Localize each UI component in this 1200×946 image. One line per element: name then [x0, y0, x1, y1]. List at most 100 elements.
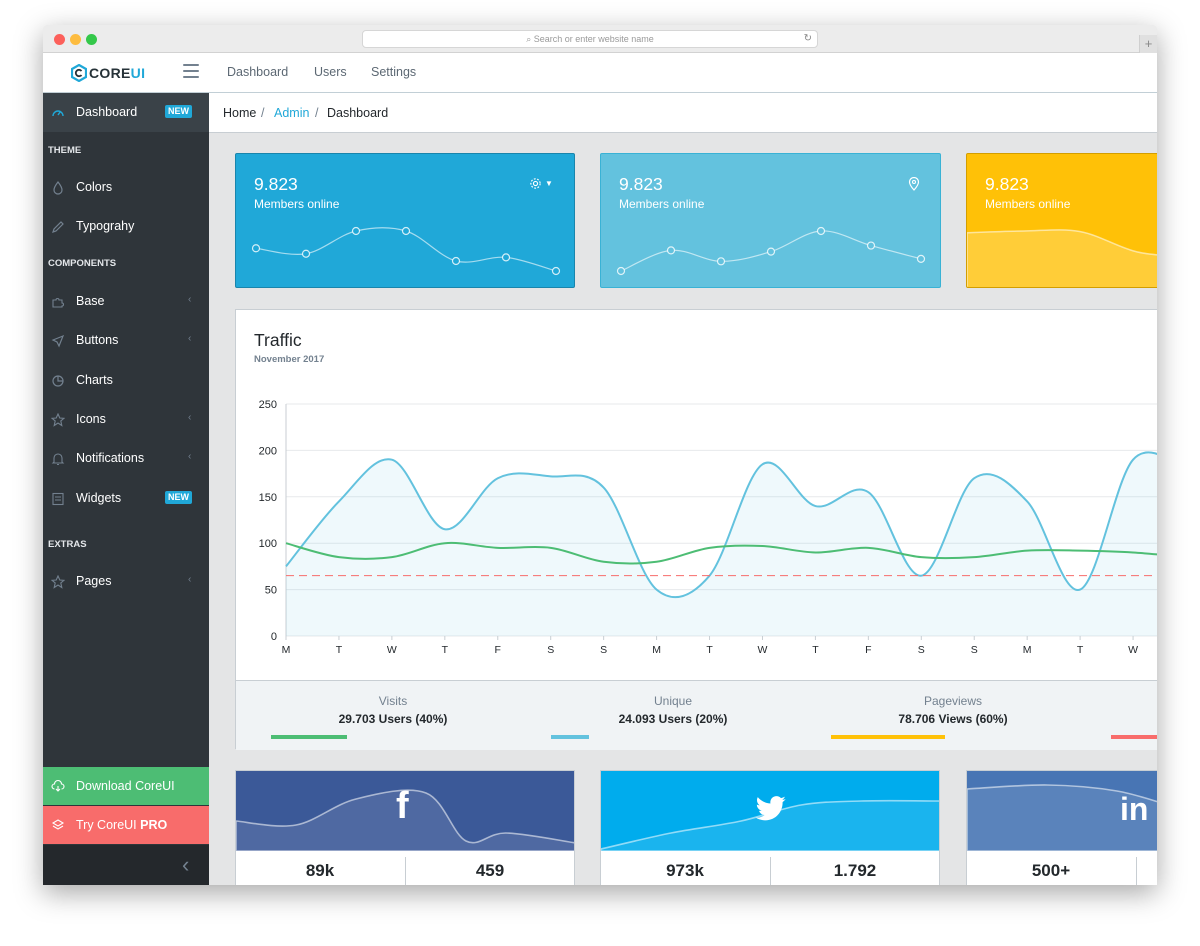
visits-stat: Visits 29.703 Users (40%)	[298, 694, 488, 726]
linkedin-card-header: in	[967, 771, 1157, 851]
star-icon	[51, 413, 65, 427]
x-tick-label: S	[547, 644, 554, 656]
traffic-footer: Visits 29.703 Users (40%) Unique 24.093 …	[236, 680, 1157, 750]
stat-card-1: 9.823 Members online ▼	[235, 153, 575, 288]
pageviews-progress-bar	[831, 735, 945, 739]
linkedin-icon: in	[1120, 791, 1149, 827]
x-tick-label: M	[282, 644, 291, 656]
sidebar-item-colors[interactable]: Colors	[43, 168, 209, 207]
unique-progress-bar	[551, 735, 589, 739]
sparkline-point	[301, 249, 311, 258]
breadcrumb-admin[interactable]: Admin	[274, 106, 310, 120]
facebook-feeds-value: 459	[475, 861, 505, 880]
members-sparkline	[251, 226, 561, 276]
sidebar-item-buttons[interactable]: Buttons ‹	[43, 321, 209, 360]
x-tick-label: S	[918, 644, 925, 656]
pencil-icon	[52, 221, 64, 233]
members-sparkline	[616, 226, 926, 276]
settings-dropdown[interactable]: ▼	[529, 176, 553, 190]
chevron-left-icon: ‹	[188, 294, 192, 305]
linkedin-wave-chart	[967, 784, 1157, 851]
close-window-button[interactable]	[54, 34, 65, 45]
sidebar-toggle-icon[interactable]	[183, 64, 199, 78]
series-area	[286, 452, 1157, 636]
try-coreui-pro-label: Try CoreUI PRO	[76, 818, 168, 832]
chevron-left-icon: ‹	[188, 451, 192, 462]
search-icon: ⌕	[526, 34, 534, 44]
divider	[770, 857, 771, 885]
download-coreui-button[interactable]: Download CoreUI	[43, 767, 209, 805]
twitter-icon	[755, 796, 786, 821]
sidebar-item-widgets[interactable]: Widgets NEW	[43, 479, 209, 518]
breadcrumb-home[interactable]: Home	[223, 106, 257, 120]
series-line-2	[285, 541, 1157, 565]
sidebar-section-extras: EXTRAS	[48, 539, 87, 550]
minimize-window-button[interactable]	[70, 34, 81, 45]
new-tab-button[interactable]: +	[1139, 35, 1157, 53]
sidebar-section-theme: THEME	[48, 145, 82, 156]
sparkline-point	[916, 254, 926, 263]
facebook-icon: f	[396, 785, 409, 827]
nav-users-link[interactable]: Users	[314, 65, 347, 79]
address-bar[interactable]: ⌕ Search or enter website name ↻	[362, 30, 818, 48]
brand-logo[interactable]: COREUI	[43, 53, 209, 93]
sidebar-section-components: COMPONENTS	[48, 258, 117, 269]
breadcrumb-separator: /	[315, 106, 319, 120]
sidebar-minimizer-button[interactable]: ‹	[43, 845, 209, 885]
nav-dashboard-link[interactable]: Dashboard	[227, 65, 289, 79]
try-coreui-pro-button[interactable]: Try CoreUI PRO	[43, 806, 209, 844]
sidebar-item-icons[interactable]: Icons ‹	[43, 400, 209, 439]
sidebar-item-typography[interactable]: Typograhy	[43, 207, 209, 246]
sidebar-item-base[interactable]: Base ‹	[43, 282, 209, 321]
pageviews-stat: Pageviews 78.706 Views (60%)	[858, 694, 1048, 726]
chevron-left-icon: ‹	[182, 852, 190, 877]
drop-icon	[53, 181, 63, 195]
visits-value: 29.703 Users (40%)	[338, 712, 448, 726]
x-tick-label: T	[812, 644, 819, 656]
x-tick-label: M	[1023, 644, 1032, 656]
facebook-friends-value: 89k	[305, 861, 335, 880]
sparkline-point	[866, 241, 876, 250]
reload-icon[interactable]: ↻	[803, 33, 812, 44]
coreui-logo-icon	[71, 64, 87, 82]
zoom-window-button[interactable]	[86, 34, 97, 45]
y-tick-label: 50	[265, 585, 277, 597]
sparkline-point	[766, 247, 776, 256]
sparkline-point	[616, 266, 626, 276]
brand-name: COREUI	[89, 65, 146, 81]
sidebar: Dashboard NEW THEME Colors Typograhy COM…	[43, 93, 209, 885]
twitter-card-header	[601, 771, 939, 851]
facebook-card: f 89k 459	[235, 770, 575, 885]
location-pin-icon[interactable]	[908, 177, 920, 191]
sidebar-item-label: Colors	[76, 180, 113, 194]
members-area-chart	[967, 229, 1157, 287]
sidebar-item-label: Buttons	[76, 333, 119, 347]
sparkline-point	[816, 226, 826, 236]
twitter-followers-value: 973k	[666, 861, 704, 880]
traffic-title: Traffic	[254, 330, 302, 350]
stat-card-3: 9.823 Members online	[966, 153, 1157, 288]
stat-label: Members online	[619, 197, 705, 211]
x-tick-label: M	[652, 644, 661, 656]
y-tick-label: 200	[259, 445, 277, 457]
sidebar-item-charts[interactable]: Charts	[43, 361, 209, 400]
sidebar-item-dashboard[interactable]: Dashboard NEW	[43, 93, 209, 132]
sidebar-item-notifications[interactable]: Notifications ‹	[43, 439, 209, 478]
traffic-line-chart: 050100150200250MTWTFSSMTWTFSSMTWT	[259, 399, 1157, 656]
x-tick-label: W	[758, 644, 768, 656]
x-tick-label: F	[495, 644, 501, 656]
breadcrumb-current: Dashboard	[327, 106, 389, 120]
sparkline-point	[666, 246, 676, 255]
sparkline-point	[401, 226, 411, 236]
nav-settings-link[interactable]: Settings	[371, 65, 417, 79]
wave-series	[236, 789, 574, 851]
sidebar-item-label: Notifications	[76, 451, 145, 465]
x-tick-label: W	[387, 644, 397, 656]
stat-card-2: 9.823 Members online	[600, 153, 941, 288]
sidebar-item-label: Widgets	[76, 491, 122, 505]
pageviews-label: Pageviews	[923, 694, 983, 708]
stat-value: 9.823	[985, 174, 1029, 194]
sidebar-item-pages[interactable]: Pages ‹	[43, 562, 209, 601]
x-tick-label: T	[442, 644, 449, 656]
gear-icon	[530, 178, 541, 190]
